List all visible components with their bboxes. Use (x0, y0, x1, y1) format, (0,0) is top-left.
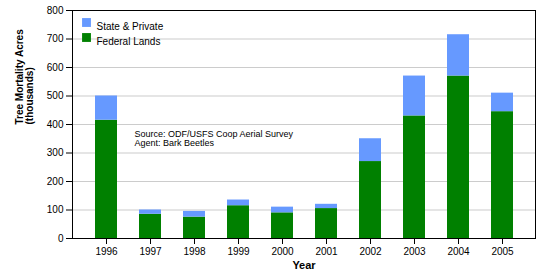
svg-text:100: 100 (47, 204, 64, 215)
svg-text:0: 0 (58, 233, 64, 244)
svg-text:1999: 1999 (227, 246, 250, 257)
svg-text:2004: 2004 (447, 246, 470, 257)
svg-text:2001: 2001 (315, 246, 338, 257)
svg-text:Year: Year (292, 259, 316, 271)
svg-text:500: 500 (47, 90, 64, 101)
svg-text:2005: 2005 (491, 246, 514, 257)
svg-text:1998: 1998 (183, 246, 206, 257)
svg-text:300: 300 (47, 147, 64, 158)
svg-text:Federal Lands: Federal Lands (97, 36, 161, 47)
svg-text:2000: 2000 (271, 246, 294, 257)
svg-text:600: 600 (47, 62, 64, 73)
svg-text:200: 200 (47, 176, 64, 187)
svg-text:1996: 1996 (95, 246, 118, 257)
svg-text:700: 700 (47, 33, 64, 44)
svg-text:Tree Mortality Acres(thousands: Tree Mortality Acres(thousands) (14, 29, 35, 125)
svg-text:State & Private: State & Private (97, 21, 164, 32)
svg-text:400: 400 (47, 119, 64, 130)
svg-text:Source: ODF/USFS Coop Aerial S: Source: ODF/USFS Coop Aerial SurveyAgent… (135, 129, 294, 148)
svg-text:1997: 1997 (139, 246, 162, 257)
svg-text:2002: 2002 (359, 246, 382, 257)
svg-text:2003: 2003 (403, 246, 426, 257)
svg-text:800: 800 (47, 5, 64, 16)
